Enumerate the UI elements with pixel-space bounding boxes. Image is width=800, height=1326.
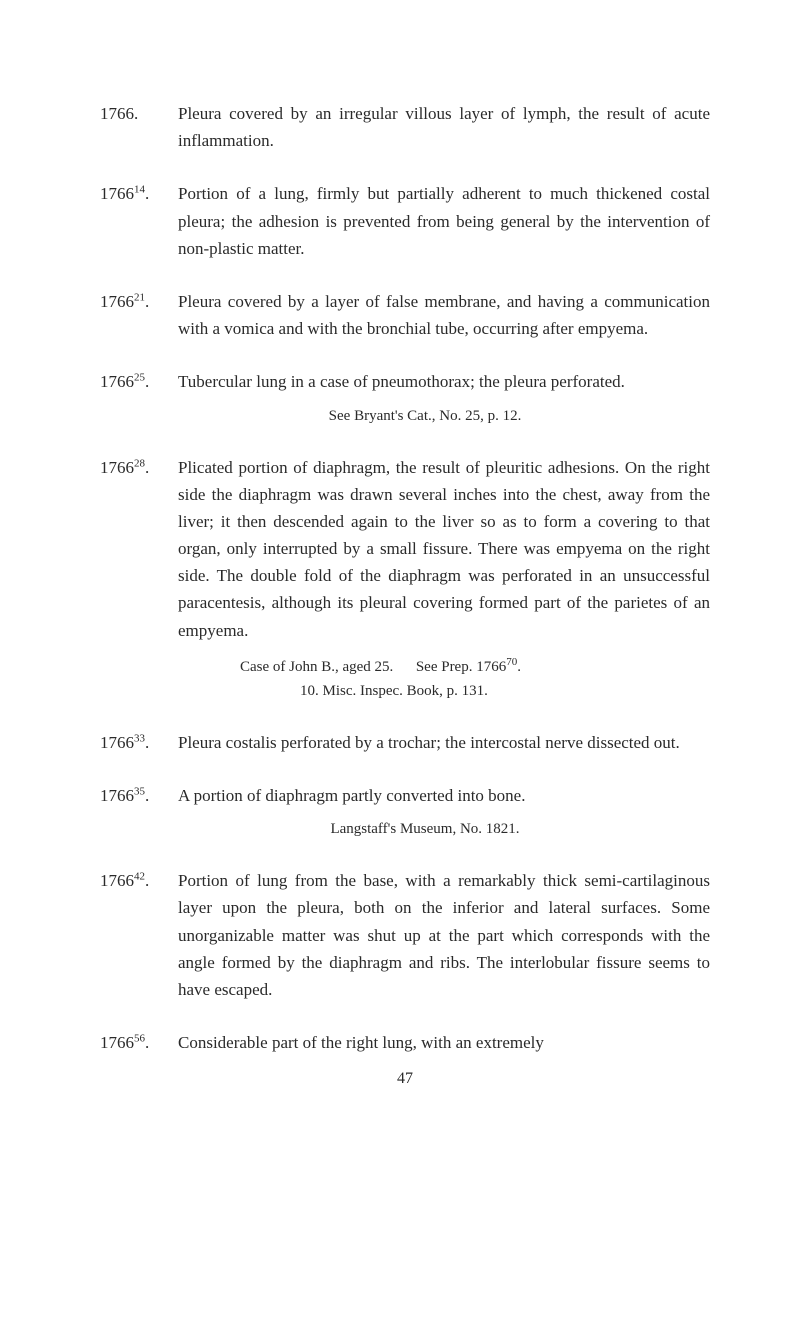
entry-text: A portion of diaphragm partly converted …	[178, 782, 710, 809]
catalog-entry: 1766. Pleura covered by an irregular vil…	[100, 100, 710, 154]
entry-id-main: 1766	[100, 786, 134, 805]
entry-id-main: 1766.	[100, 104, 138, 123]
entry-id-main: 1766	[100, 1033, 134, 1052]
entry-id: 176614.	[100, 180, 178, 207]
entry-text: Tubercular lung in a case of pneumothora…	[178, 368, 710, 395]
note-period: .	[517, 659, 521, 675]
entry-id: 176642.	[100, 867, 178, 894]
entry-id: 176621.	[100, 288, 178, 315]
catalog-entry: 176628. Plicated portion of diaphragm, t…	[100, 454, 710, 644]
note-sup: 70	[506, 656, 517, 668]
entry-id-main: 1766	[100, 871, 134, 890]
note-part-a: Case of John B., aged 25.	[240, 659, 393, 675]
catalog-entry-block: 176625. Tubercular lung in a case of pne…	[100, 368, 710, 427]
catalog-entry: 176621. Pleura covered by a layer of fal…	[100, 288, 710, 342]
entry-text: Pleura costalis perforated by a trochar;…	[178, 729, 710, 756]
entry-id: 176656.	[100, 1029, 178, 1056]
entry-text: Considerable part of the right lung, wit…	[178, 1029, 710, 1056]
entry-note-line: 10. Misc. Inspec. Book, p. 131.	[100, 679, 710, 703]
entry-id-period: .	[145, 733, 149, 752]
catalog-entry: 176614. Portion of a lung, firmly but pa…	[100, 180, 710, 262]
entry-id: 176633.	[100, 729, 178, 756]
note-part-b: See Prep. 1766	[416, 659, 506, 675]
entry-id-period: .	[145, 786, 149, 805]
entry-id-sup: 35	[134, 785, 145, 797]
entry-notes: Case of John B., aged 25. See Prep. 1766…	[100, 654, 710, 703]
entry-id-period: .	[145, 292, 149, 311]
entry-text: Pleura covered by an irregular villous l…	[178, 100, 710, 154]
entry-id-period: .	[145, 184, 149, 203]
entry-id-sup: 28	[134, 457, 145, 469]
entry-id-main: 1766	[100, 458, 134, 477]
entry-id-period: .	[145, 871, 149, 890]
catalog-entry-block: 176628. Plicated portion of diaphragm, t…	[100, 454, 710, 703]
catalog-entry: 176633. Pleura costalis perforated by a …	[100, 729, 710, 756]
entry-id-sup: 42	[134, 871, 145, 883]
entry-id: 176628.	[100, 454, 178, 481]
entry-id-sup: 33	[134, 732, 145, 744]
entry-text: Portion of a lung, firmly but partially …	[178, 180, 710, 262]
entry-id-sup: 25	[134, 372, 145, 384]
entry-text: Portion of lung from the base, with a re…	[178, 867, 710, 1003]
entry-id-period: .	[145, 458, 149, 477]
entry-id-period: .	[145, 1033, 149, 1052]
catalog-entry-block: 176635. A portion of diaphragm partly co…	[100, 782, 710, 841]
entry-id-period: .	[145, 372, 149, 391]
entry-id-main: 1766	[100, 372, 134, 391]
catalog-entry: 176625. Tubercular lung in a case of pne…	[100, 368, 710, 395]
entry-id: 176635.	[100, 782, 178, 809]
entry-id: 176625.	[100, 368, 178, 395]
entry-id-sup: 14	[134, 184, 145, 196]
catalog-entry: 176656. Considerable part of the right l…	[100, 1029, 710, 1056]
catalog-entry: 176642. Portion of lung from the base, w…	[100, 867, 710, 1003]
entry-note: See Bryant's Cat., No. 25, p. 12.	[100, 404, 710, 428]
entry-id-main: 1766	[100, 733, 134, 752]
entry-note: Langstaff's Museum, No. 1821.	[100, 817, 710, 841]
entry-text: Plicated portion of diaphragm, the resul…	[178, 454, 710, 644]
entry-id: 1766.	[100, 100, 178, 127]
entry-id-sup: 56	[134, 1032, 145, 1044]
entry-text: Pleura covered by a layer of false membr…	[178, 288, 710, 342]
entry-id-main: 1766	[100, 184, 134, 203]
entry-id-sup: 21	[134, 291, 145, 303]
page-number: 47	[100, 1066, 710, 1092]
entry-id-main: 1766	[100, 292, 134, 311]
catalog-entry: 176635. A portion of diaphragm partly co…	[100, 782, 710, 809]
entry-note-line: Case of John B., aged 25. See Prep. 1766…	[100, 654, 710, 679]
